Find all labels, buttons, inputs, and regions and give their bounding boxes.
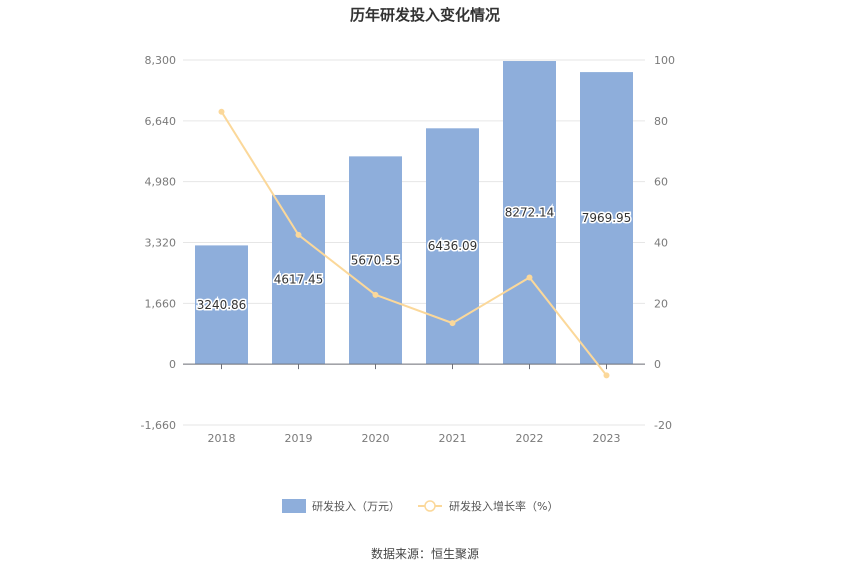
x-tick-label-2020: 2020 xyxy=(362,432,390,445)
legend-item-line[interactable]: 研发投入增长率（%） xyxy=(418,499,558,513)
x-axis-ticks: 2018 2019 2020 2021 2022 2023 xyxy=(208,364,621,445)
gridlines xyxy=(183,59,645,426)
legend-line-label: 研发投入增长率（%） xyxy=(449,499,558,513)
bar-series xyxy=(195,61,633,365)
y-left-tick-label: 3,320 xyxy=(145,237,177,250)
y-left-tick-label: -1,660 xyxy=(141,419,176,432)
y-right-tick-label: -20 xyxy=(654,419,672,432)
growth-rate-line xyxy=(220,111,608,377)
bar-label-2019: 4617.45 xyxy=(274,273,324,287)
bar-2020 xyxy=(349,156,402,365)
bar-label-2023: 7969.95 xyxy=(582,211,632,225)
y-axis-right: 100 80 60 40 20 0 -20 xyxy=(654,54,675,432)
x-tick-label-2021: 2021 xyxy=(439,432,467,445)
bar-2018 xyxy=(195,245,248,365)
growth-point-2019 xyxy=(295,231,302,238)
bar-2019 xyxy=(272,194,325,365)
legend-bar-swatch xyxy=(282,499,306,513)
x-tick-label-2022: 2022 xyxy=(516,432,544,445)
growth-point-2022 xyxy=(526,274,533,281)
y-right-tick-label: 0 xyxy=(654,358,661,371)
y-right-tick-label: 100 xyxy=(654,54,675,67)
y-right-tick-label: 80 xyxy=(654,115,668,128)
y-right-tick-label: 60 xyxy=(654,176,668,189)
y-left-tick-label: 4,980 xyxy=(145,176,177,189)
bar-label-2021: 6436.09 xyxy=(428,239,478,253)
y-right-tick-label: 40 xyxy=(654,237,668,250)
growth-point-2020 xyxy=(372,291,379,298)
x-tick-label-2019: 2019 xyxy=(285,432,313,445)
legend-bar-label: 研发投入（万元） xyxy=(312,499,400,513)
y-left-tick-label: 1,660 xyxy=(145,297,177,310)
growth-point-2021 xyxy=(449,320,456,327)
bar-2023 xyxy=(580,72,633,365)
chart-title: 历年研发投入变化情况 xyxy=(350,6,500,24)
legend-item-bar[interactable]: 研发投入（万元） xyxy=(282,499,400,513)
bar-label-2018: 3240.86 xyxy=(197,298,247,312)
legend: 研发投入（万元） 研发投入增长率（%） xyxy=(282,499,558,513)
bar-label-2020: 5670.55 xyxy=(351,253,401,267)
y-axis-left: 8,300 6,640 4,980 3,320 1,660 0 -1,660 xyxy=(141,54,176,432)
y-left-tick-label: 0 xyxy=(169,358,176,371)
y-left-tick-label: 6,640 xyxy=(145,115,177,128)
y-left-tick-label: 8,300 xyxy=(145,54,177,67)
growth-point-2023 xyxy=(603,372,610,379)
bar-2022 xyxy=(503,61,556,365)
x-tick-label-2023: 2023 xyxy=(593,432,621,445)
data-source: 数据来源：恒生聚源 xyxy=(371,546,479,561)
growth-point-2018 xyxy=(218,108,225,115)
x-tick-label-2018: 2018 xyxy=(208,432,236,445)
legend-line-marker xyxy=(424,500,436,512)
y-right-tick-label: 20 xyxy=(654,297,668,310)
bar-data-labels: 3240.86 4617.45 5670.55 6436.09 8272.14 7969.… xyxy=(195,204,633,313)
bar-label-2022: 8272.14 xyxy=(505,206,555,220)
line-series xyxy=(218,108,610,379)
